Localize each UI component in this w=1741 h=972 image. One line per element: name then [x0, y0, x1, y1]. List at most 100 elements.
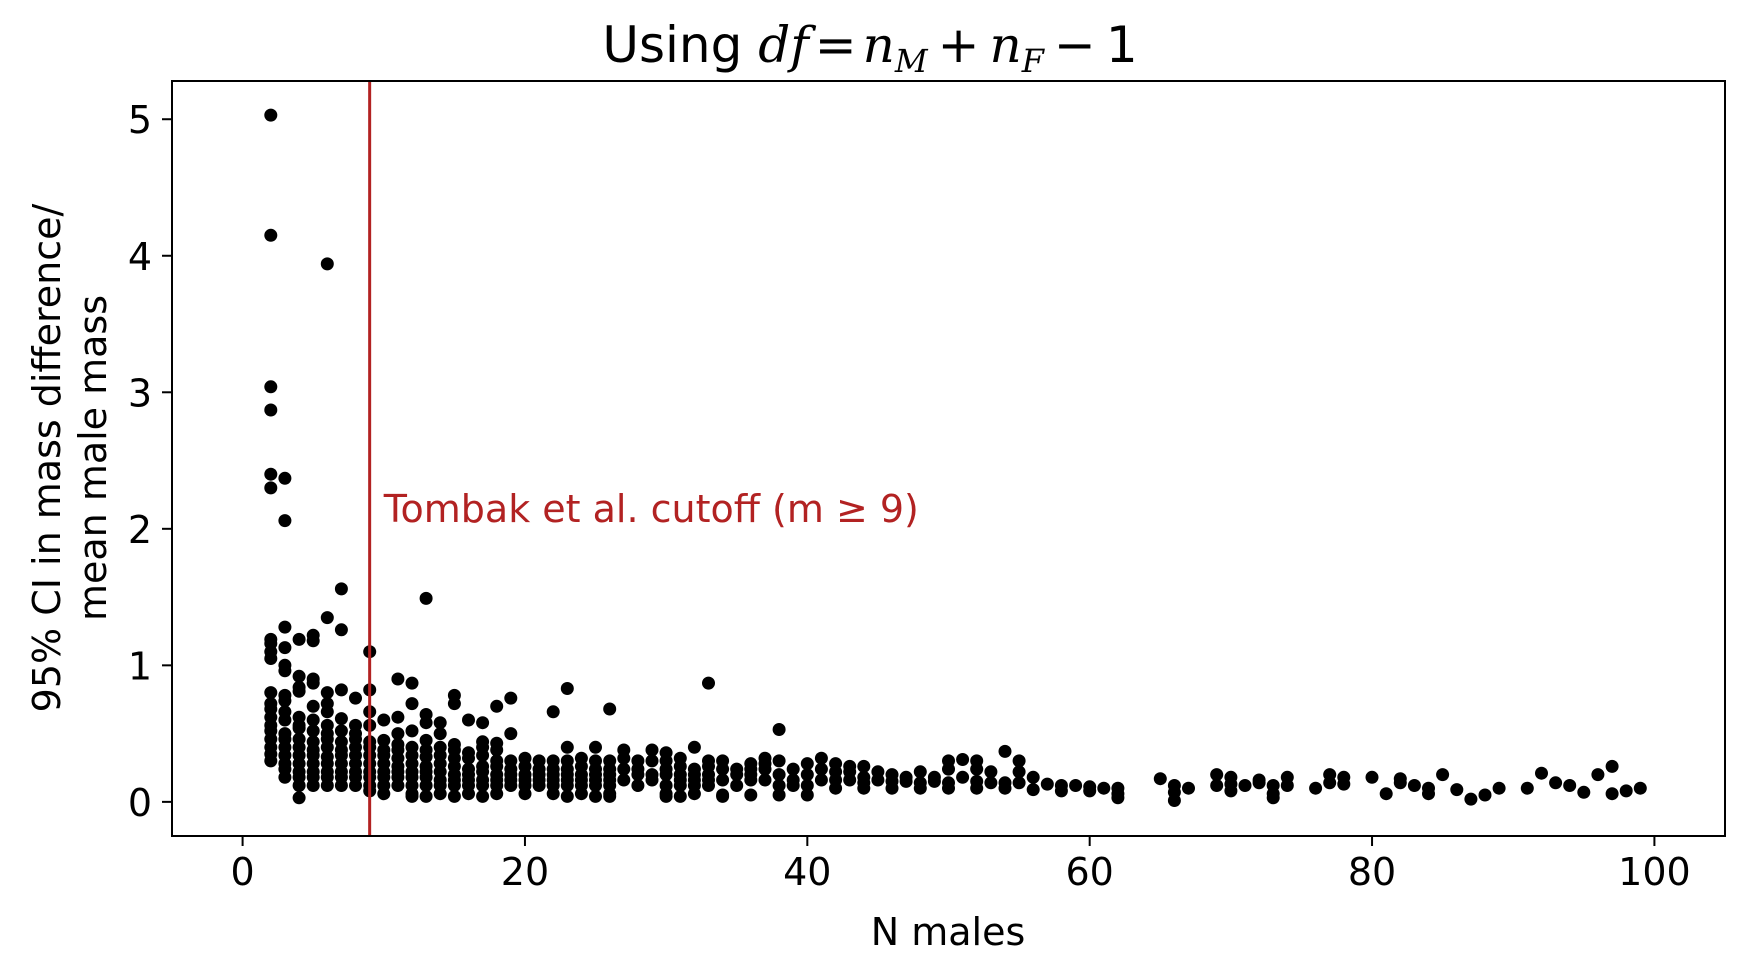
- data-point: [1111, 791, 1125, 805]
- data-point: [405, 676, 419, 690]
- data-point: [1577, 785, 1591, 799]
- data-point: [730, 779, 744, 792]
- data-point: [899, 774, 913, 788]
- data-point: [913, 765, 927, 779]
- data-point: [970, 762, 984, 776]
- data-point: [278, 664, 292, 678]
- data-point: [1097, 781, 1111, 795]
- data-point: [447, 789, 461, 803]
- data-point: [786, 762, 800, 776]
- data-point: [1167, 794, 1181, 807]
- data-point: [433, 716, 447, 730]
- data-point: [716, 762, 730, 776]
- data-point: [631, 768, 645, 782]
- data-point: [349, 779, 362, 792]
- data-point: [1492, 781, 1506, 795]
- y-tick-label: 3: [128, 371, 152, 415]
- y-tick-label: 5: [128, 98, 152, 142]
- data-point: [1309, 781, 1323, 795]
- data-point: [419, 716, 433, 730]
- data-point: [476, 789, 490, 803]
- data-point: [942, 762, 955, 776]
- data-point: [320, 611, 334, 625]
- y-axis-label-line-2: mean male mass: [71, 295, 115, 621]
- data-point: [278, 514, 292, 528]
- data-point: [349, 691, 362, 705]
- x-tick-label: 0: [230, 850, 254, 894]
- data-point: [927, 774, 941, 788]
- x-tick-label: 60: [1066, 850, 1114, 894]
- data-point: [278, 770, 292, 784]
- data-point: [1478, 788, 1492, 802]
- data-point: [292, 669, 306, 683]
- data-point: [334, 582, 348, 596]
- data-point: [970, 781, 984, 795]
- data-point: [1012, 754, 1026, 768]
- data-point: [334, 724, 348, 738]
- data-point: [857, 781, 871, 795]
- data-point: [334, 683, 348, 697]
- data-point: [433, 787, 447, 801]
- data-point: [462, 787, 475, 801]
- data-point: [560, 779, 574, 792]
- data-point: [462, 751, 475, 765]
- data-point: [800, 788, 814, 802]
- data-point: [518, 787, 532, 801]
- chart-title-sub1: M: [894, 42, 929, 80]
- data-point: [1083, 784, 1097, 798]
- data-point: [462, 713, 475, 727]
- data-point: [334, 623, 348, 637]
- data-point: [716, 773, 730, 787]
- data-point: [1605, 787, 1619, 801]
- data-point: [645, 773, 659, 787]
- y-tick-label: 2: [128, 508, 152, 552]
- data-point: [419, 789, 433, 803]
- data-point: [956, 770, 970, 784]
- data-point: [504, 691, 518, 705]
- data-point: [433, 727, 447, 741]
- data-point: [659, 768, 673, 782]
- data-point: [334, 712, 348, 726]
- data-point: [1040, 777, 1054, 791]
- y-axis-label-line-1: 95% CI in mass difference/: [25, 203, 69, 712]
- data-point: [603, 789, 617, 803]
- data-point: [292, 684, 306, 698]
- data-point: [814, 773, 828, 787]
- data-point: [419, 779, 433, 792]
- data-point: [998, 744, 1012, 758]
- data-point: [560, 682, 574, 695]
- data-point: [1379, 787, 1393, 801]
- data-point: [574, 787, 588, 801]
- data-point: [1012, 765, 1026, 779]
- data-point: [829, 781, 843, 795]
- y-axis: 0 1 2 3 4 5: [128, 98, 172, 825]
- data-point: [532, 779, 546, 792]
- data-point: [306, 699, 320, 713]
- data-point: [1323, 776, 1337, 790]
- chart-title-var2: n: [990, 16, 1022, 74]
- chart-title-main: df: [758, 16, 816, 74]
- data-point: [1210, 768, 1224, 782]
- data-point: [744, 773, 758, 787]
- data-point: [984, 765, 998, 779]
- data-point: [306, 724, 320, 738]
- data-point: [603, 702, 617, 716]
- data-point: [504, 779, 518, 792]
- data-point: [264, 108, 278, 122]
- data-point: [334, 779, 348, 792]
- data-point: [278, 471, 292, 485]
- data-point: [617, 762, 631, 776]
- data-point: [758, 773, 772, 787]
- data-point: [687, 787, 701, 801]
- data-point: [560, 740, 574, 754]
- data-point: [772, 754, 786, 768]
- data-point: [1012, 776, 1026, 790]
- data-point: [1520, 781, 1534, 795]
- data-point: [1619, 784, 1633, 798]
- data-point: [292, 779, 306, 792]
- data-point: [631, 779, 645, 792]
- data-point: [687, 740, 701, 754]
- data-point: [264, 686, 278, 700]
- data-point: [320, 257, 334, 271]
